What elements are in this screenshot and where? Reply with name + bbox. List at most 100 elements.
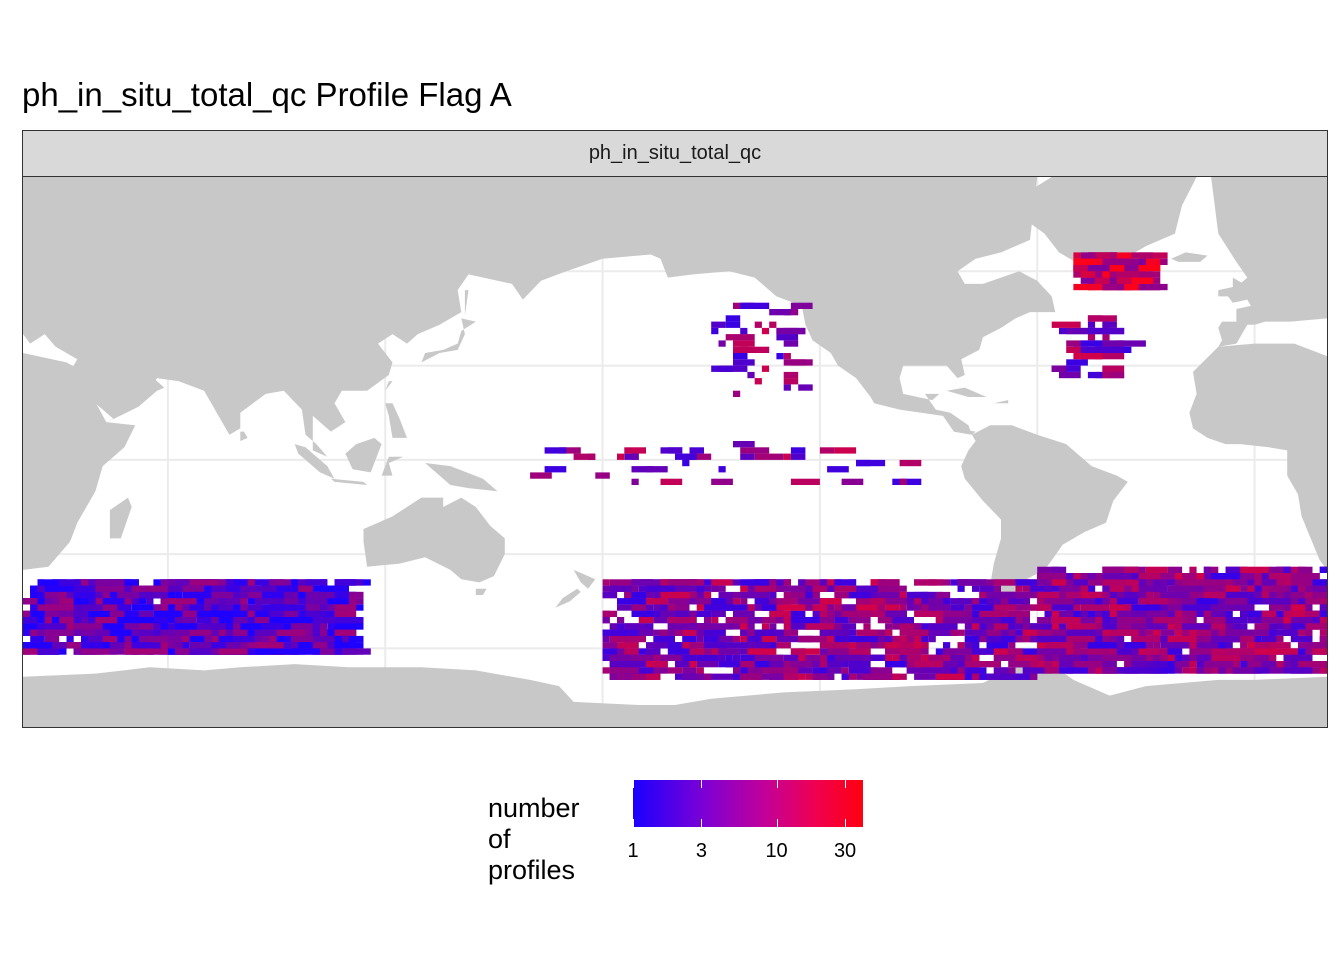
profile-cell — [892, 617, 914, 624]
profile-cell — [1116, 277, 1132, 284]
profile-cell — [81, 617, 89, 624]
profile-cell — [1095, 629, 1103, 636]
profile-cell — [23, 629, 31, 636]
profile-cell — [733, 340, 755, 347]
profile-cell — [1109, 252, 1139, 259]
land-arabia — [77, 359, 165, 419]
profile-cell — [1211, 585, 1241, 592]
profile-cell — [233, 617, 248, 624]
profile-cell — [1124, 642, 1146, 649]
profile-cell — [667, 623, 697, 630]
profile-cell — [1066, 629, 1096, 636]
profile-cell — [1203, 579, 1226, 586]
profile-cell — [943, 617, 972, 624]
profile-cell — [1073, 598, 1103, 605]
profile-cell — [609, 635, 632, 643]
profile-cell — [1124, 585, 1132, 592]
profile-cell — [834, 591, 842, 599]
profile-cell — [631, 478, 639, 485]
profile-cell — [885, 661, 915, 668]
land-australia — [363, 497, 505, 583]
profile-cell — [798, 635, 828, 643]
profile-cell — [1095, 617, 1103, 624]
profile-cell — [943, 610, 965, 617]
profile-cell — [834, 635, 864, 643]
profile-cell — [638, 617, 654, 624]
profile-cell — [1095, 598, 1110, 605]
profile-cell — [1073, 353, 1103, 360]
profile-cell — [81, 585, 89, 592]
profile-cell — [1044, 585, 1052, 592]
profile-cell — [334, 629, 357, 636]
profile-cell — [30, 610, 45, 617]
profile-cell — [986, 629, 1001, 636]
profile-cell — [1044, 661, 1052, 668]
profile-cell — [856, 585, 878, 592]
profile-cell — [131, 585, 147, 592]
profile-cell — [646, 642, 661, 649]
profile-cell — [1102, 258, 1132, 265]
profile-cell — [841, 591, 857, 599]
profile-cell — [1269, 573, 1277, 580]
profile-cell — [1015, 654, 1045, 661]
profile-cell — [1254, 654, 1270, 661]
profile-cell — [73, 648, 81, 655]
profile-cell — [1305, 591, 1313, 599]
profile-cell — [1138, 648, 1161, 655]
profile-cell — [769, 661, 784, 668]
profile-cell — [30, 604, 45, 611]
profile-cell — [877, 591, 900, 599]
profile-cell — [682, 459, 690, 467]
profile-cell — [885, 648, 907, 655]
profile-cell — [59, 610, 81, 617]
profile-cell — [1298, 642, 1320, 649]
profile-cell — [1037, 629, 1052, 636]
profile-cell — [972, 585, 980, 592]
profile-cell — [914, 579, 944, 586]
profile-cell — [247, 579, 255, 586]
profile-cell — [312, 642, 328, 649]
profile-cell — [1247, 610, 1262, 617]
profile-cell — [175, 648, 190, 655]
profile-cell — [1001, 629, 1016, 636]
profile-cell — [696, 579, 704, 586]
profile-cells — [23, 252, 1327, 680]
profile-cell — [1124, 667, 1154, 674]
profile-cell — [1109, 252, 1117, 259]
profile-cell — [254, 617, 270, 624]
profile-cell — [1211, 573, 1241, 580]
profile-cell — [1044, 623, 1059, 630]
profile-cell — [682, 673, 697, 680]
profile-cell — [240, 617, 270, 624]
profile-cell — [718, 591, 733, 599]
profile-cell — [754, 635, 777, 643]
profile-cell — [819, 604, 835, 611]
profile-cell — [667, 642, 683, 649]
profile-cell — [1073, 258, 1096, 265]
profile-cell — [1087, 642, 1117, 649]
profile-cell — [182, 617, 197, 624]
profile-cell — [1153, 617, 1183, 624]
profile-cell — [914, 598, 922, 605]
profile-cell — [986, 579, 1001, 586]
profile-cell — [276, 642, 299, 649]
profile-cell — [59, 591, 74, 599]
profile-cell — [1254, 661, 1277, 668]
profile-cell — [696, 654, 726, 661]
world-map — [23, 177, 1327, 727]
profile-cell — [1138, 271, 1161, 278]
profile-cell — [979, 610, 1009, 617]
profile-cell — [1116, 340, 1146, 347]
profile-cell — [1283, 661, 1291, 668]
profile-cell — [167, 598, 190, 605]
profile-cell — [1116, 617, 1125, 624]
profile-cell — [1037, 654, 1052, 661]
profile-cell — [1182, 629, 1190, 636]
profile-cell — [602, 610, 618, 617]
profile-cell — [834, 447, 857, 454]
profile-cell — [1008, 629, 1030, 636]
profile-cell — [689, 447, 704, 454]
profile-cell — [1225, 623, 1233, 630]
profile-cell — [1066, 591, 1081, 599]
profile-cell — [1080, 258, 1110, 265]
